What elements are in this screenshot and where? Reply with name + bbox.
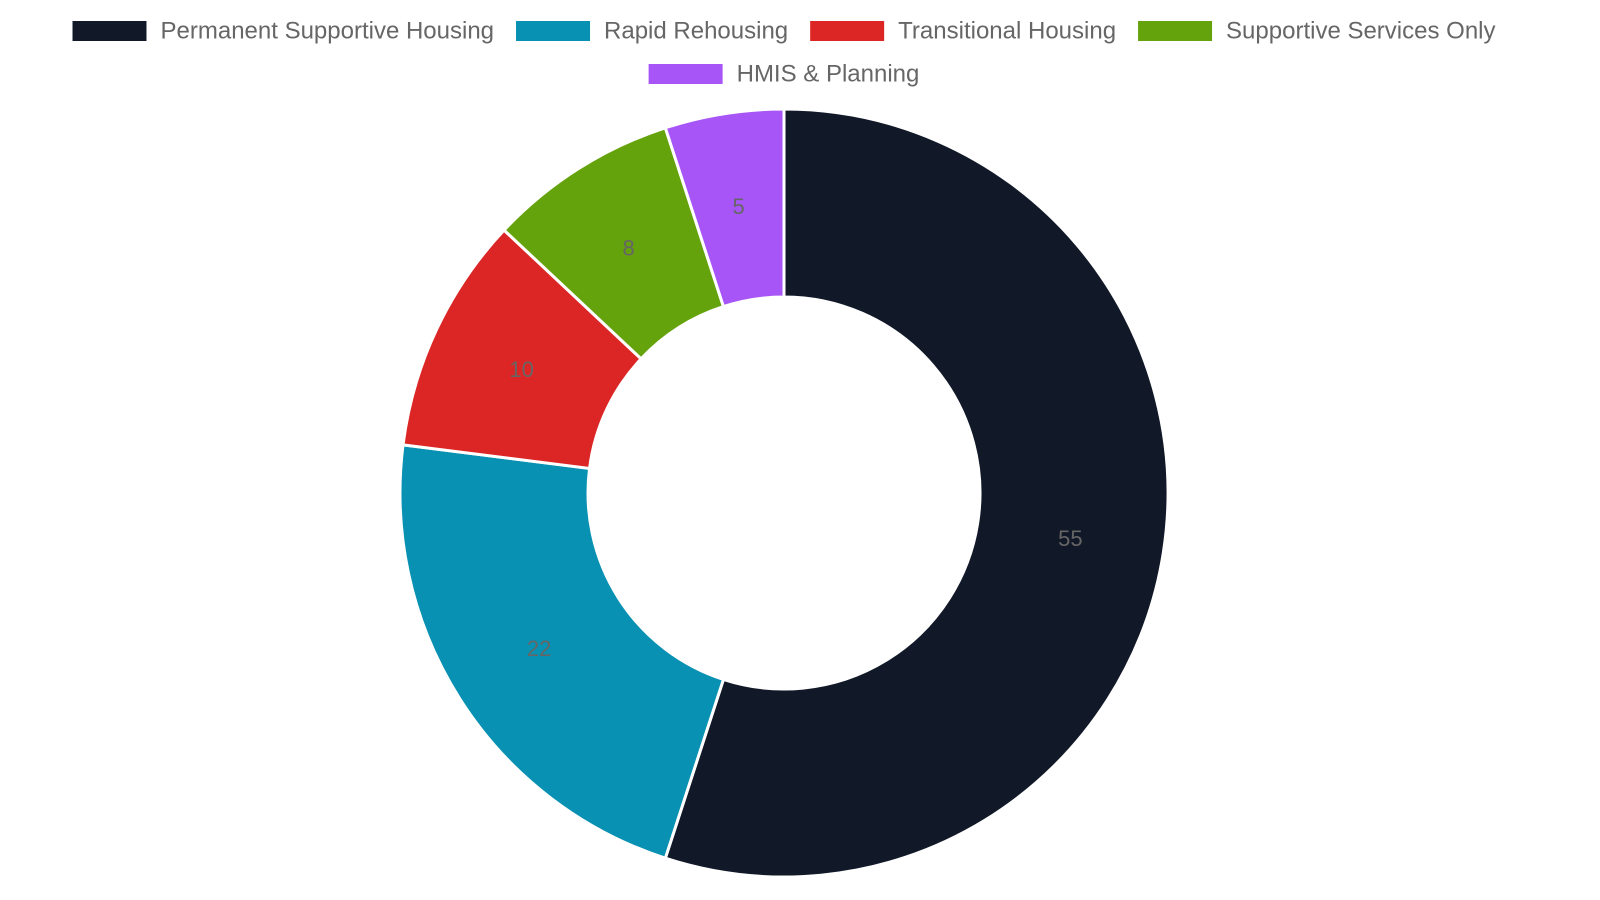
slice-value-label-rapid-rehousing: 22 xyxy=(527,636,551,661)
chart-slices xyxy=(398,107,1170,879)
slice-value-label-permanent-supportive-housing: 55 xyxy=(1058,526,1082,551)
legend-label-supportive-services-only: Supportive Services Only xyxy=(1226,18,1495,45)
slice-permanent-supportive-housing[interactable] xyxy=(663,107,1170,879)
legend-item-rapid-rehousing[interactable]: Rapid Rehousing xyxy=(516,18,788,45)
legend-item-supportive-services-only[interactable]: Supportive Services Only xyxy=(1138,18,1496,45)
legend-swatch-transitional-housing xyxy=(810,21,885,41)
slice-value-label-supportive-services-only: 8 xyxy=(622,236,634,261)
chart-legend: Permanent Supportive Housing Rapid Rehous… xyxy=(72,18,1496,88)
legend-swatch-rapid-rehousing xyxy=(516,21,591,41)
slice-value-label-hmis-and-planning: 5 xyxy=(733,194,745,219)
legend-item-hmis-and-planning[interactable]: HMIS & Planning xyxy=(648,61,920,88)
legend-item-transitional-housing[interactable]: Transitional Housing xyxy=(810,18,1116,45)
chart-slice-labels: 55 22 10 8 5 xyxy=(509,194,1082,661)
legend-item-permanent-supportive-housing[interactable]: Permanent Supportive Housing xyxy=(72,18,495,45)
slice-rapid-rehousing[interactable] xyxy=(398,443,726,861)
legend-label-permanent-supportive-housing: Permanent Supportive Housing xyxy=(161,18,495,45)
legend-swatch-permanent-supportive-housing xyxy=(72,21,147,41)
legend-label-transitional-housing: Transitional Housing xyxy=(898,18,1116,45)
slice-value-label-transitional-housing: 10 xyxy=(509,357,533,382)
legend-swatch-hmis-and-planning xyxy=(648,64,723,84)
slice-hmis-and-planning[interactable] xyxy=(663,107,786,309)
legend-swatch-supportive-services-only xyxy=(1138,21,1213,41)
legend-label-rapid-rehousing: Rapid Rehousing xyxy=(604,18,788,45)
legend-label-hmis-and-planning: HMIS & Planning xyxy=(737,61,920,88)
